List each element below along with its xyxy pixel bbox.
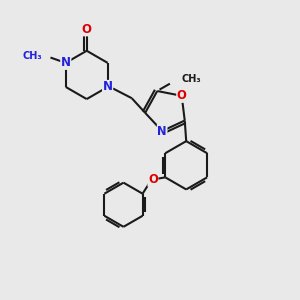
Text: N: N (61, 56, 71, 69)
Text: CH₃: CH₃ (182, 74, 201, 84)
Text: O: O (148, 173, 158, 186)
Text: CH₃: CH₃ (22, 51, 42, 61)
Text: O: O (177, 89, 187, 102)
Text: O: O (82, 23, 92, 36)
Text: N: N (103, 80, 112, 94)
Text: N: N (158, 124, 167, 138)
